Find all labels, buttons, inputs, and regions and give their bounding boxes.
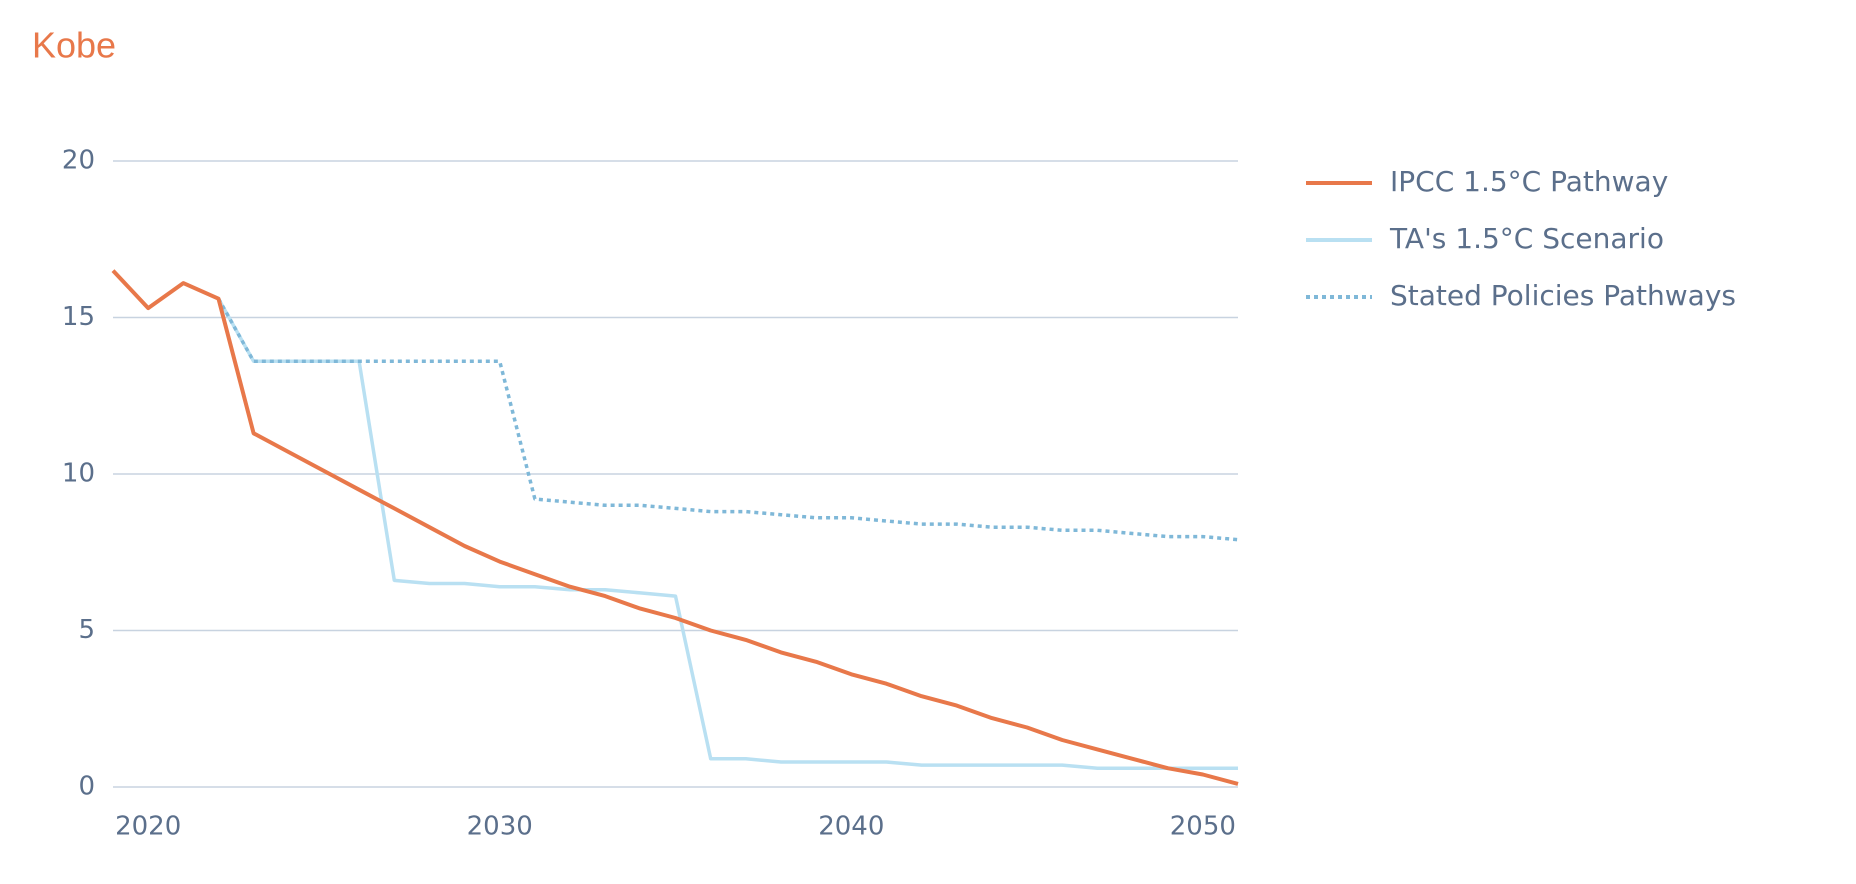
x-tick-label: 2030	[467, 812, 533, 842]
legend-label: Stated Policies Pathways	[1390, 279, 1736, 312]
chart-title: Kobe	[32, 25, 116, 66]
y-tick-label: 15	[62, 302, 95, 332]
legend-label: TA's 1.5°C Scenario	[1389, 222, 1664, 255]
x-tick-label: 2050	[1170, 812, 1236, 842]
legend-label: IPCC 1.5°C Pathway	[1390, 165, 1668, 198]
x-tick-label: 2040	[818, 812, 884, 842]
y-tick-label: 10	[62, 459, 95, 489]
x-tick-label: 2020	[115, 812, 181, 842]
series-line	[111, 269, 1239, 786]
series-line	[216, 297, 1239, 542]
series-line	[216, 297, 1238, 770]
y-tick-label: 20	[62, 146, 95, 176]
y-tick-label: 5	[78, 615, 95, 645]
y-tick-label: 0	[78, 772, 95, 802]
